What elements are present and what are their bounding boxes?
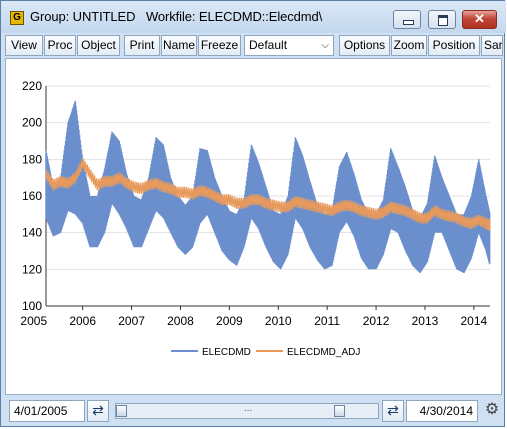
slider-grip: ... [244,403,253,414]
sample-range-bar: 4/01/2005 ⇄ ... ⇄ 4/30/2014 ⚙ [5,397,503,425]
proc-button[interactable]: Proc [44,35,76,56]
view-button[interactable]: View [5,35,43,56]
x-tick-label: 2012 [363,314,390,328]
slider-end-handle[interactable] [334,405,345,417]
graph-view[interactable]: 100 120 140 160 180 200 220 2005 2006 2007 2008 200… [5,58,502,395]
y-tick-label: 140 [22,226,42,240]
y-tick-label: 160 [22,189,42,203]
legend-label-elecdmd-adj: ELECDMD_ADJ [287,347,360,358]
x-tick-label: 2007 [118,314,145,328]
print-button[interactable]: Print [124,35,160,56]
x-tick-label: 2009 [216,314,243,328]
line-chart: 100 120 140 160 180 200 220 2005 2006 2007 2008 200… [20,79,491,358]
series-elecdmd-adj [45,158,491,231]
gear-icon[interactable]: ⚙ [484,401,500,418]
position-button[interactable]: Position [428,35,480,56]
start-date-field[interactable]: 4/01/2005 [9,400,85,422]
slider-start-handle[interactable] [116,405,127,417]
chevron-down-icon: ⌵ [321,40,329,51]
series-elecdmd [45,100,491,273]
sample-button[interactable]: Sar [481,35,503,56]
graph-template-select[interactable]: Default ⌵ [244,35,334,56]
x-tick-label: 2013 [412,314,439,328]
y-tick-label: 180 [22,152,42,166]
freeze-button[interactable]: Freeze [198,35,241,56]
object-button[interactable]: Object [77,35,120,56]
x-tick-label: 2005 [20,314,47,328]
window-title: Group: UNTITLED Workfile: ELECDMD::Elecd… [30,9,323,24]
end-date-field[interactable]: 4/30/2014 [406,400,478,422]
x-tick-label: 2008 [167,314,194,328]
toolbar: View Proc Object Print Name Freeze Defau… [5,35,503,57]
sample-range-slider[interactable]: ... [115,403,379,419]
x-tick-label: 2006 [69,314,96,328]
y-tick-label: 100 [22,299,42,313]
swap-arrows-right-button[interactable]: ⇄ [382,400,404,422]
swap-arrows-icon: ⇄ [387,402,399,418]
maximize-icon [438,15,448,26]
title-bar[interactable]: G Group: UNTITLED Workfile: ELECDMD::Ele… [1,1,506,33]
y-tick-label: 120 [22,262,42,276]
x-tick-label: 2014 [461,314,488,328]
y-tick-label: 220 [22,79,42,93]
y-tick-label: 200 [22,116,42,130]
group-object-icon[interactable]: G [10,11,24,25]
swap-arrows-icon: ⇄ [92,402,104,418]
name-button[interactable]: Name [161,35,197,56]
minimize-button[interactable] [393,10,421,29]
close-button[interactable]: ✕ [462,10,497,29]
graph-template-value: Default [249,38,288,52]
zoom-button[interactable]: Zoom [391,35,427,56]
maximize-button[interactable] [428,10,456,29]
x-tick-label: 2010 [265,314,292,328]
swap-arrows-left-button[interactable]: ⇄ [87,400,109,422]
x-tick-label: 2011 [314,314,340,328]
close-icon: ✕ [474,11,485,26]
minimize-icon [403,20,414,25]
options-button[interactable]: Options [339,35,390,56]
legend-label-elecdmd: ELECDMD [202,347,251,358]
